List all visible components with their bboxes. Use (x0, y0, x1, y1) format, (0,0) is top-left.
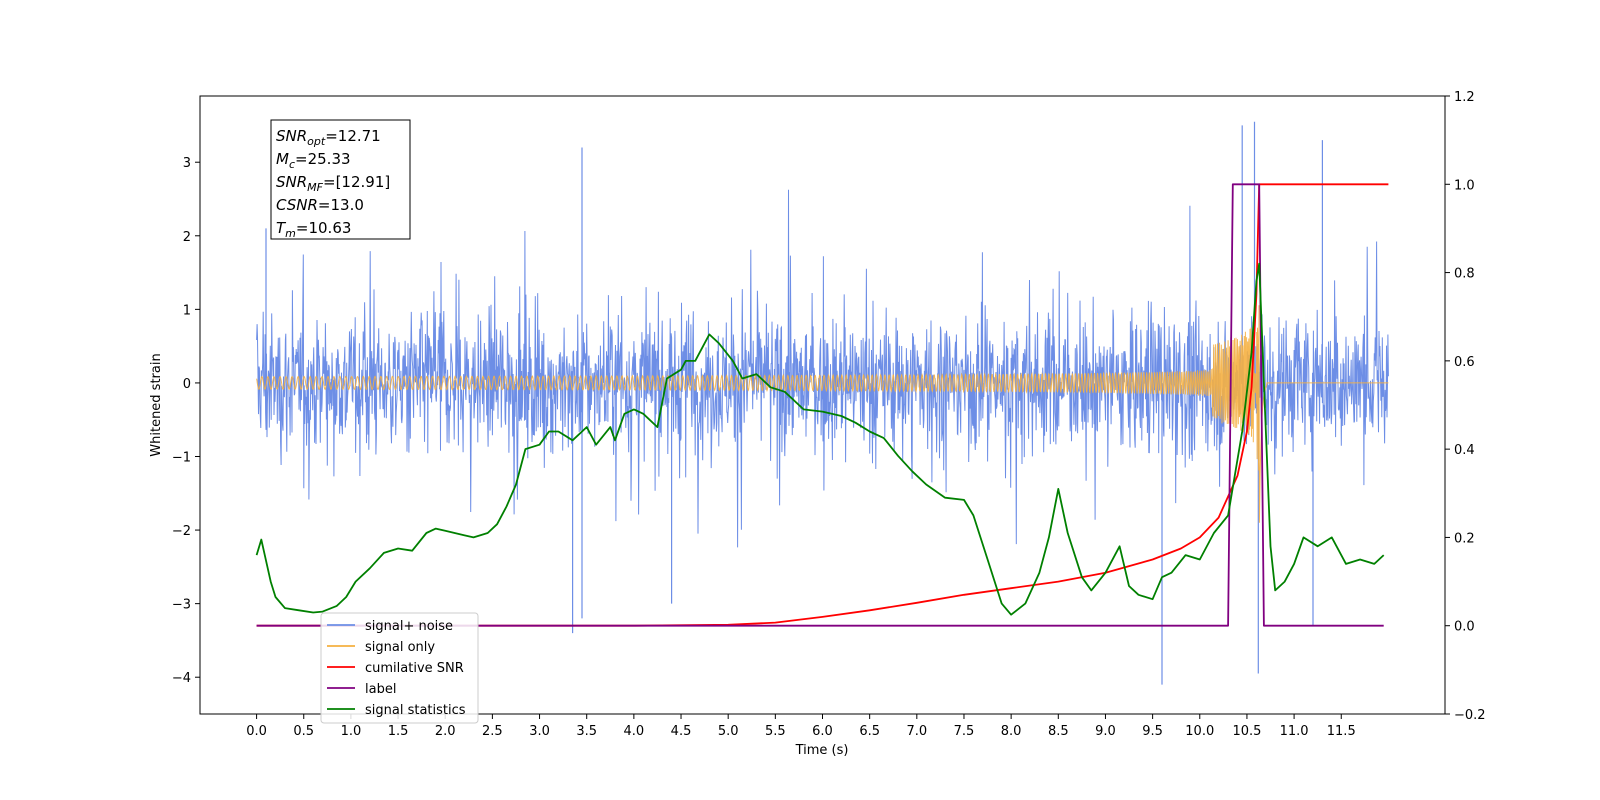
annotation-subscript: m (285, 227, 296, 240)
x-tick-label: 3.5 (576, 724, 597, 739)
x-tick-label: 2.0 (435, 724, 456, 739)
y2-tick-label: 1.2 (1454, 90, 1475, 105)
x-axis: 0.0 0.5 1.0 1.5 2.0 2.5 3.0 3.5 4.0 4.5 5.0 5.5 6.0 6… (246, 714, 1356, 739)
annotation-symbol: SNR (276, 127, 307, 145)
legend-label-4: signal statistics (365, 703, 466, 718)
x-tick-label: 11.0 (1280, 724, 1309, 739)
x-tick-label: 8.0 (1001, 724, 1022, 739)
y-axis-label: Whitened strain (149, 353, 164, 456)
annotation-frame (270, 119, 411, 240)
y-tick-label: −2 (172, 524, 191, 539)
x-tick-label: 0.5 (293, 724, 314, 739)
annotation-line-1: Mc=25.33 (276, 150, 351, 171)
annotation-symbol: M (276, 150, 289, 168)
x-tick-label: 4.5 (671, 724, 692, 739)
legend-label-2: cumilative SNR (365, 661, 464, 676)
y2-tick-label: 0.8 (1454, 267, 1475, 282)
series-signal-noise-line (256, 189, 1389, 548)
series-signal-statistics-line (255, 262, 1385, 616)
y-tick-label: 0 (183, 377, 191, 392)
y2-tick-label: 0.0 (1454, 620, 1475, 635)
x-tick-label: 0.0 (246, 724, 267, 739)
y2-tick-label: 0.6 (1454, 355, 1475, 370)
x-axis-label: Time (s) (795, 743, 849, 758)
annotation-value: =10.63 (296, 219, 352, 237)
y-axis-left: −4 −3 −2 −1 0 1 2 3 (172, 156, 200, 686)
annotation-value: =25.33 (295, 150, 351, 168)
y2-tick-label: −0.2 (1454, 708, 1486, 723)
x-tick-label: 5.5 (765, 724, 786, 739)
plot-area (255, 121, 1389, 685)
annotation-line-0: SNRopt=12.71 (276, 127, 381, 148)
y-tick-label: 3 (183, 156, 191, 171)
metrics-annotation-box: SNRopt=12.71Mc=25.33SNRMF=[12.91]CSNR=13… (270, 119, 411, 240)
y-tick-label: −1 (172, 451, 191, 466)
x-tick-label: 7.0 (906, 724, 927, 739)
series-label-line (256, 183, 1384, 627)
annotation-line-3: CSNR=13.0 (276, 196, 364, 214)
x-tick-label: 1.5 (388, 724, 409, 739)
annotation-symbol: CSNR (276, 196, 318, 214)
y2-tick-label: 0.4 (1454, 443, 1475, 458)
legend-label-1: signal only (365, 640, 435, 655)
x-tick-label: 10.5 (1232, 724, 1261, 739)
x-tick-label: 9.5 (1142, 724, 1163, 739)
annotation-subscript: c (289, 158, 295, 171)
x-tick-label: 11.5 (1327, 724, 1356, 739)
x-tick-label: 10.0 (1185, 724, 1214, 739)
legend: signal+ noise signal only cumilative SNR la… (320, 612, 479, 724)
annotation-value: =12.71 (325, 127, 381, 145)
y-tick-label: 1 (183, 303, 191, 318)
annotation-symbol: SNR (276, 173, 307, 191)
x-tick-label: 5.0 (718, 724, 739, 739)
x-tick-label: 1.0 (341, 724, 362, 739)
legend-frame (320, 612, 479, 724)
annotation-value: =[12.91] (323, 173, 390, 191)
x-tick-label: 6.5 (859, 724, 880, 739)
legend-label-3: label (365, 682, 396, 697)
x-tick-label: 3.0 (529, 724, 550, 739)
x-tick-label: 7.5 (954, 724, 975, 739)
annotation-line-2: SNRMF=[12.91] (276, 173, 390, 194)
y-tick-label: −3 (172, 598, 191, 613)
y2-tick-label: 0.2 (1454, 531, 1475, 546)
annotation-line-4: Tm=10.63 (276, 219, 351, 240)
annotation-value: =13.0 (318, 196, 364, 214)
legend-label-0: signal+ noise (365, 619, 453, 634)
y-tick-label: −4 (172, 671, 191, 686)
x-tick-label: 9.0 (1095, 724, 1116, 739)
y-tick-label: 2 (183, 230, 191, 245)
x-tick-label: 4.0 (624, 724, 645, 739)
annotation-symbol: T (276, 219, 287, 237)
x-tick-label: 8.5 (1048, 724, 1069, 739)
y-axis-right: −0.2 0.0 0.2 0.4 0.6 0.8 1.0 1.2 (1445, 90, 1486, 723)
y2-tick-label: 1.0 (1454, 178, 1475, 193)
annotation-subscript: MF (307, 181, 323, 194)
series-signal-only-line (256, 305, 1389, 523)
x-tick-label: 6.0 (812, 724, 833, 739)
annotation-subscript: opt (307, 135, 326, 148)
x-tick-label: 2.5 (482, 724, 503, 739)
